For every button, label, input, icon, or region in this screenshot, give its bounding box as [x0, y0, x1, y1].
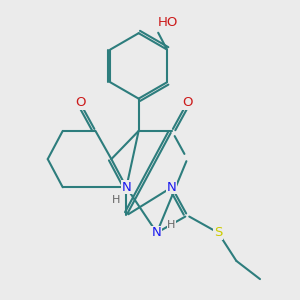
Text: N: N — [122, 181, 131, 194]
Text: O: O — [182, 96, 193, 109]
Text: S: S — [214, 226, 222, 239]
Text: N: N — [167, 181, 177, 194]
Text: H: H — [167, 220, 176, 230]
Text: N: N — [152, 226, 162, 239]
Text: HO: HO — [158, 16, 178, 29]
Text: O: O — [75, 96, 85, 109]
Text: H: H — [112, 195, 121, 205]
